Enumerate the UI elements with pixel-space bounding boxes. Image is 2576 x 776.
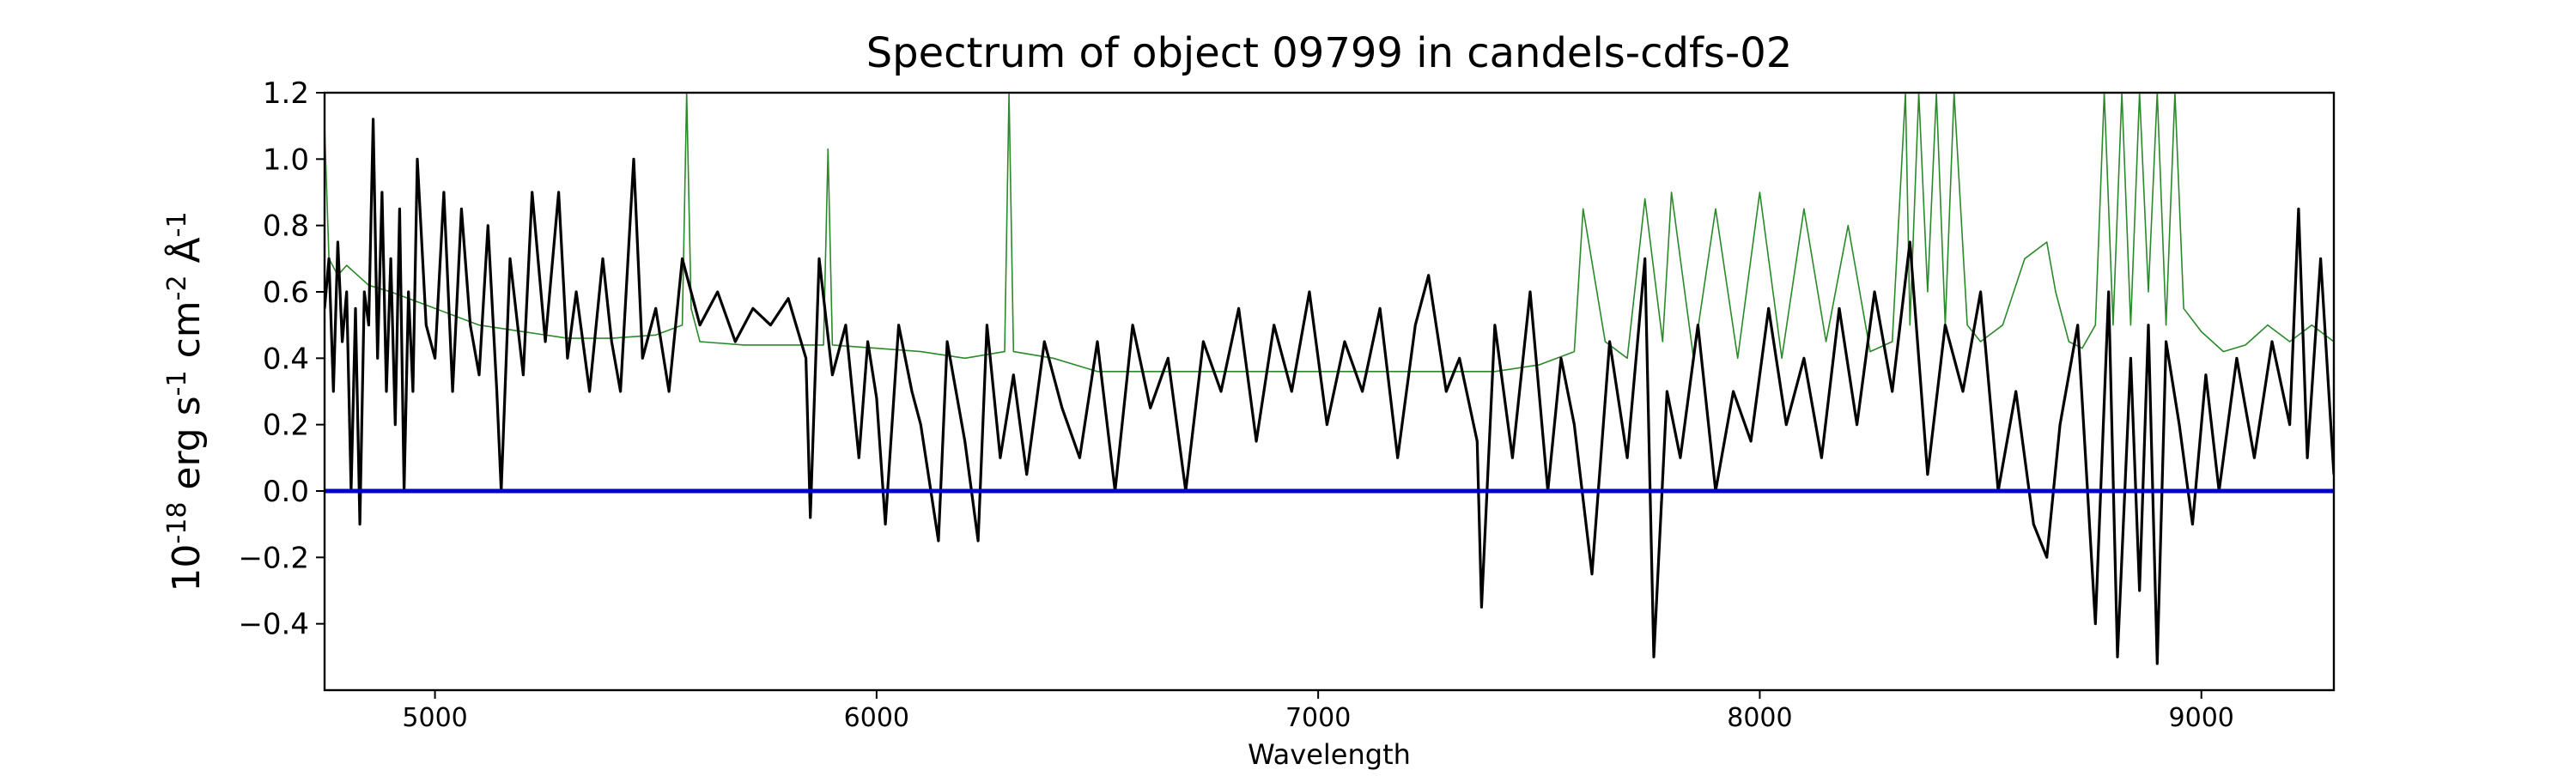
- x-tick-label: 9000: [2169, 703, 2234, 733]
- series-line-0: [325, 118, 2334, 665]
- chart-title: Spectrum of object 09799 in candels-cdfs…: [866, 29, 1793, 77]
- y-tick-label: −0.4: [238, 608, 309, 642]
- x-tick-label: 7000: [1285, 703, 1351, 733]
- x-tick-label: 8000: [1727, 703, 1792, 733]
- y-tick-label: 0.8: [263, 209, 309, 244]
- series-line-1: [325, 93, 2334, 373]
- plot-frame: [323, 91, 2336, 692]
- y-tick-label: 1.0: [263, 142, 309, 177]
- y-tick-label: 0.2: [263, 409, 309, 443]
- x-tick-label: 5000: [402, 703, 467, 733]
- x-axis-label: Wavelength: [1248, 738, 1411, 771]
- axes-layer: 5000 6000 7000 8000 9000 −0.4 −0.2 0.0 0.2 0.4 0.6…: [238, 76, 2336, 733]
- y-tick-label: −0.2: [238, 541, 309, 575]
- x-tick-label: 6000: [844, 703, 909, 733]
- y-tick-label: 0.6: [263, 276, 309, 310]
- y-tick-label: 1.2: [263, 76, 309, 111]
- y-tick-label: 0.0: [263, 475, 309, 509]
- y-tick-label: 0.4: [263, 342, 309, 376]
- series-layer: [325, 93, 2334, 665]
- y-axis-label: 10-18 erg s-1 cm-2 Å-1: [162, 211, 209, 591]
